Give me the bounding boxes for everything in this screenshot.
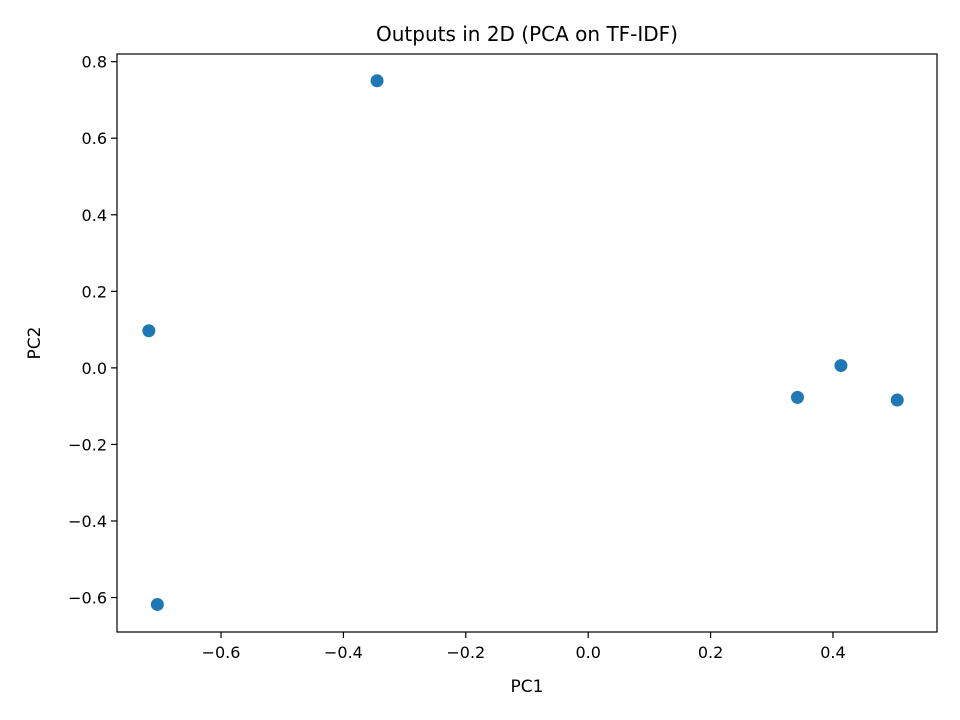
chart-title: Outputs in 2D (PCA on TF-IDF)	[376, 22, 678, 46]
y-tick-label: 0.4	[82, 206, 107, 225]
plot-area	[142, 74, 904, 611]
y-tick-label: −0.2	[68, 435, 107, 454]
x-tick-label: 0.4	[820, 643, 845, 662]
x-tick-label: 0.2	[698, 643, 723, 662]
x-tick-label: −0.4	[324, 643, 363, 662]
axes-frame	[116, 53, 938, 633]
x-tick-label: 0.0	[575, 643, 600, 662]
y-axis: −0.6 −0.4 −0.2 0.0 0.2 0.4 0.6 0.8	[68, 53, 117, 608]
y-tick-label: 0.6	[82, 129, 107, 148]
x-tick-label: −0.6	[202, 643, 241, 662]
y-axis-label: PC2	[25, 327, 45, 360]
y-tick-label: 0.2	[82, 282, 107, 301]
data-point	[142, 324, 156, 338]
data-point	[370, 74, 384, 88]
data-point	[790, 390, 804, 404]
data-point	[150, 597, 164, 611]
x-axis: −0.6 −0.4 −0.2 0.0 0.2 0.4	[202, 632, 846, 662]
y-tick-label: −0.4	[68, 512, 107, 531]
y-tick-label: −0.6	[68, 589, 107, 608]
data-point	[834, 359, 848, 373]
x-tick-label: −0.2	[446, 643, 485, 662]
y-tick-label: 0.8	[82, 53, 107, 72]
data-point	[890, 393, 904, 407]
y-tick-label: 0.0	[82, 359, 107, 378]
x-axis-label: PC1	[511, 677, 544, 697]
